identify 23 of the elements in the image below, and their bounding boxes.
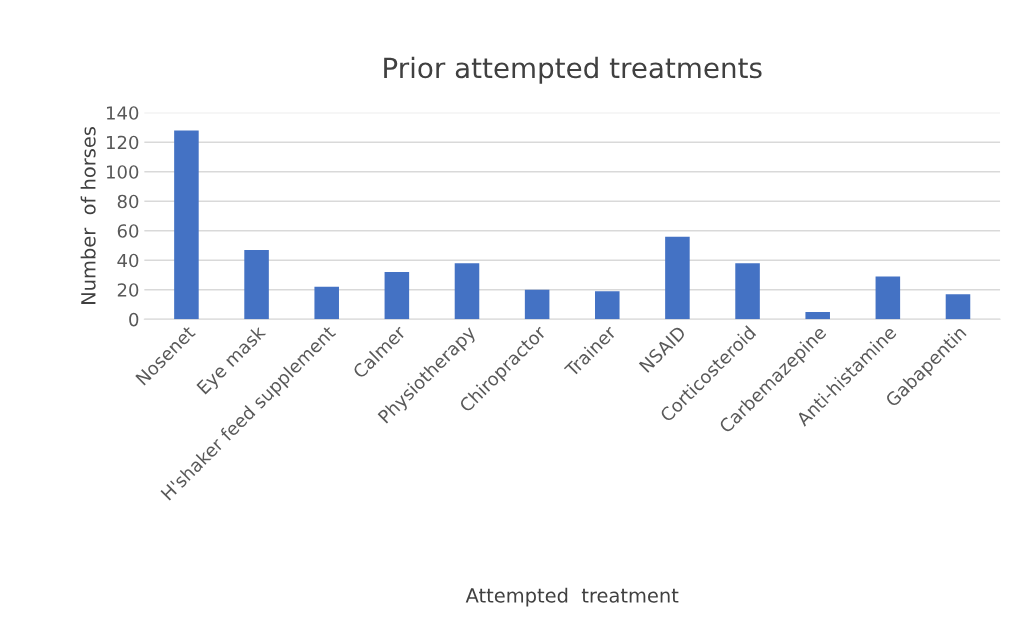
y-axis-title: Number of horses: [80, 127, 96, 304]
y-tick-label: 20: [117, 283, 139, 297]
bar: [665, 236, 690, 320]
bar: [945, 294, 971, 320]
bar: [875, 276, 901, 320]
y-tick-label: 140: [107, 106, 139, 120]
bar: [524, 289, 550, 320]
bar: [595, 291, 620, 320]
y-tick-label: 120: [107, 135, 139, 150]
chart-title: Prior attempted treatments: [384, 56, 762, 84]
bar: [314, 286, 339, 320]
bar: [384, 272, 410, 320]
y-tick-label: 0: [129, 312, 139, 327]
bar: [735, 263, 760, 320]
y-tick-label: 100: [107, 165, 139, 179]
bar: [805, 311, 830, 320]
y-tick-label: 40: [117, 253, 139, 268]
bar: [454, 263, 480, 320]
y-tick-label: 80: [117, 194, 139, 209]
y-tick-label: 60: [117, 224, 139, 238]
x-axis-title: Attempted treatment: [465, 587, 679, 607]
bar: [244, 249, 269, 320]
bar: [174, 130, 199, 320]
